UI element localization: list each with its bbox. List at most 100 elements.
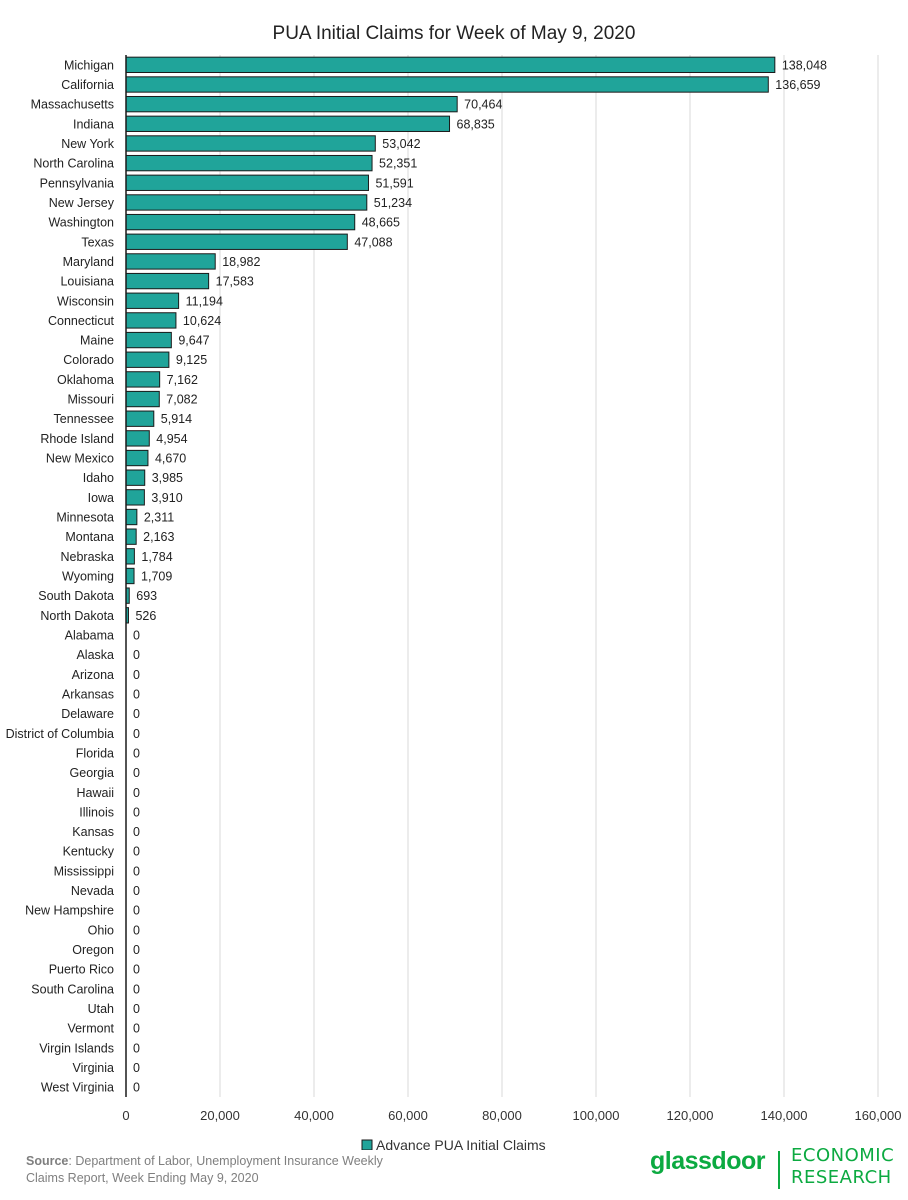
bar [125, 253, 216, 270]
value-label: 9,125 [176, 353, 207, 367]
value-label: 70,464 [464, 98, 502, 112]
legend-label: Advance PUA Initial Claims [376, 1137, 546, 1150]
bar [125, 489, 145, 506]
value-label: 3,985 [152, 471, 183, 485]
bar [125, 135, 376, 152]
value-label: 9,647 [178, 334, 209, 348]
value-label: 138,048 [782, 58, 827, 72]
bar [125, 567, 135, 585]
category-label: New York [61, 137, 115, 151]
bar-chart: PUA Initial Claims for Week of May 9, 20… [6, 23, 902, 1150]
bar [125, 390, 160, 408]
category-label: Alabama [65, 628, 114, 642]
category-label: Washington [48, 216, 114, 230]
category-label: New Hampshire [25, 904, 114, 918]
x-tick-label: 40,000 [294, 1108, 334, 1123]
x-tick-label: 80,000 [482, 1108, 522, 1123]
category-label: Virgin Islands [39, 1041, 114, 1055]
category-label: Illinois [79, 805, 114, 819]
value-label: 526 [135, 609, 156, 623]
category-label: Louisiana [60, 275, 114, 289]
chart-title: PUA Initial Claims for Week of May 9, 20… [273, 23, 636, 44]
value-label: 0 [133, 766, 140, 780]
category-label: Nevada [71, 884, 114, 898]
category-label: West Virginia [41, 1081, 114, 1095]
value-label: 0 [133, 982, 140, 996]
bar [125, 469, 146, 486]
category-label: Arizona [72, 668, 114, 682]
value-label: 0 [133, 845, 140, 859]
category-label: Idaho [83, 471, 114, 485]
bar [125, 528, 137, 545]
category-label: Alaska [76, 648, 114, 662]
value-label: 4,954 [156, 432, 187, 446]
value-label: 47,088 [354, 235, 392, 249]
category-label: Virginia [73, 1061, 115, 1075]
value-label: 1,784 [141, 550, 172, 564]
value-label: 11,194 [186, 294, 223, 308]
category-label: Indiana [73, 117, 114, 131]
value-label: 51,234 [374, 196, 412, 210]
bar [125, 410, 155, 427]
bar [125, 194, 368, 211]
category-label: Wyoming [62, 569, 114, 583]
category-label: District of Columbia [6, 727, 114, 741]
category-label: Michigan [64, 58, 114, 72]
x-tick-label: 100,000 [573, 1108, 620, 1123]
category-label: Florida [76, 746, 114, 760]
category-label: Utah [88, 1002, 114, 1016]
category-label: Ohio [88, 923, 114, 937]
value-label: 0 [133, 746, 140, 760]
value-label: 2,163 [143, 530, 174, 544]
value-label: 7,082 [166, 393, 197, 407]
value-label: 18,982 [222, 255, 260, 269]
category-label: Hawaii [76, 786, 114, 800]
value-label: 0 [133, 707, 140, 721]
bar [125, 508, 138, 526]
category-label: Mississippi [54, 864, 114, 878]
category-label: Oregon [72, 943, 114, 957]
bar [125, 174, 369, 191]
value-label: 0 [133, 963, 140, 977]
x-tick-label: 60,000 [388, 1108, 428, 1123]
value-label: 0 [133, 825, 140, 839]
value-label: 0 [133, 904, 140, 918]
category-label: Oklahoma [57, 373, 114, 387]
bar [125, 312, 177, 329]
value-label: 68,835 [457, 117, 495, 131]
value-label: 0 [133, 786, 140, 800]
category-label: Kentucky [63, 845, 115, 859]
value-label: 0 [133, 687, 140, 701]
value-label: 48,665 [362, 216, 400, 230]
value-label: 0 [133, 648, 140, 662]
source-note: Source: Department of Labor, Unemploymen… [26, 1153, 386, 1187]
bar [125, 95, 458, 113]
value-label: 53,042 [382, 137, 420, 151]
x-tick-label: 20,000 [200, 1108, 240, 1123]
bar [125, 449, 149, 467]
value-label: 0 [133, 923, 140, 937]
source-label: Source [26, 1154, 69, 1168]
bar [125, 272, 210, 290]
value-label: 0 [133, 1081, 140, 1095]
brand-subtitle-line1: ECONOMIC [791, 1145, 895, 1166]
value-label: 51,591 [375, 176, 413, 190]
value-label: 136,659 [775, 78, 820, 92]
brand-subtitle-line2: RESEARCH [791, 1167, 892, 1188]
category-label: North Carolina [33, 157, 114, 171]
category-label: Delaware [61, 707, 114, 721]
category-label: Pennsylvania [40, 176, 114, 190]
category-label: Missouri [67, 393, 114, 407]
x-tick-label: 120,000 [667, 1108, 714, 1123]
value-label: 5,914 [161, 412, 192, 426]
bar [125, 430, 150, 447]
category-label: Iowa [88, 491, 114, 505]
value-label: 7,162 [167, 373, 198, 387]
category-label: Nebraska [61, 550, 115, 564]
value-label: 0 [133, 805, 140, 819]
value-label: 0 [133, 1002, 140, 1016]
brand-name: glassdoor [650, 1147, 765, 1175]
x-tick-label: 140,000 [761, 1108, 808, 1123]
category-label: Minnesota [56, 511, 114, 525]
bar [125, 115, 451, 132]
